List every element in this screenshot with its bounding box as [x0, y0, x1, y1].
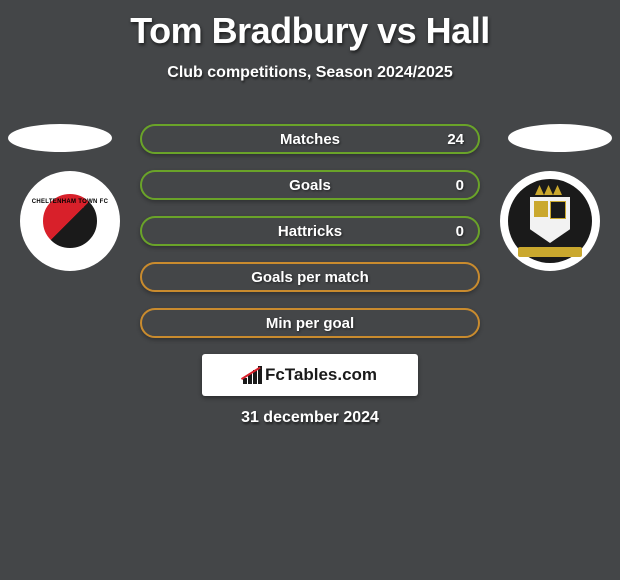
player-left-placeholder	[8, 124, 112, 152]
branding-box: FcTables.com	[202, 354, 418, 396]
cheltenham-crest-label: CHELTENHAM TOWN FC	[28, 199, 112, 205]
stats-container: Matches 24 Goals 0 Hattricks 0 Goals per…	[140, 124, 480, 354]
stat-value-right: 24	[447, 131, 464, 148]
club-badge-left: CHELTENHAM TOWN FC	[20, 171, 120, 271]
stat-row-goals: Goals 0	[140, 170, 480, 200]
subtitle: Club competitions, Season 2024/2025	[0, 64, 620, 82]
club-badge-right	[500, 171, 600, 271]
portvale-crest-icon	[508, 179, 592, 263]
stat-label: Hattricks	[278, 223, 342, 240]
stat-label: Min per goal	[266, 315, 354, 332]
fctables-logo-icon	[243, 366, 263, 384]
stat-label: Goals	[289, 177, 331, 194]
stat-label: Goals per match	[251, 269, 369, 286]
stat-label: Matches	[280, 131, 340, 148]
stat-value-right: 0	[456, 177, 464, 194]
stat-row-min-per-goal: Min per goal	[140, 308, 480, 338]
cheltenham-crest-icon: CHELTENHAM TOWN FC	[28, 179, 112, 263]
stat-value-right: 0	[456, 223, 464, 240]
player-right-placeholder	[508, 124, 612, 152]
date-text: 31 december 2024	[0, 409, 620, 427]
stat-row-hattricks: Hattricks 0	[140, 216, 480, 246]
stat-row-matches: Matches 24	[140, 124, 480, 154]
page-title: Tom Bradbury vs Hall	[0, 0, 620, 52]
stat-row-goals-per-match: Goals per match	[140, 262, 480, 292]
branding-text: FcTables.com	[265, 365, 377, 385]
